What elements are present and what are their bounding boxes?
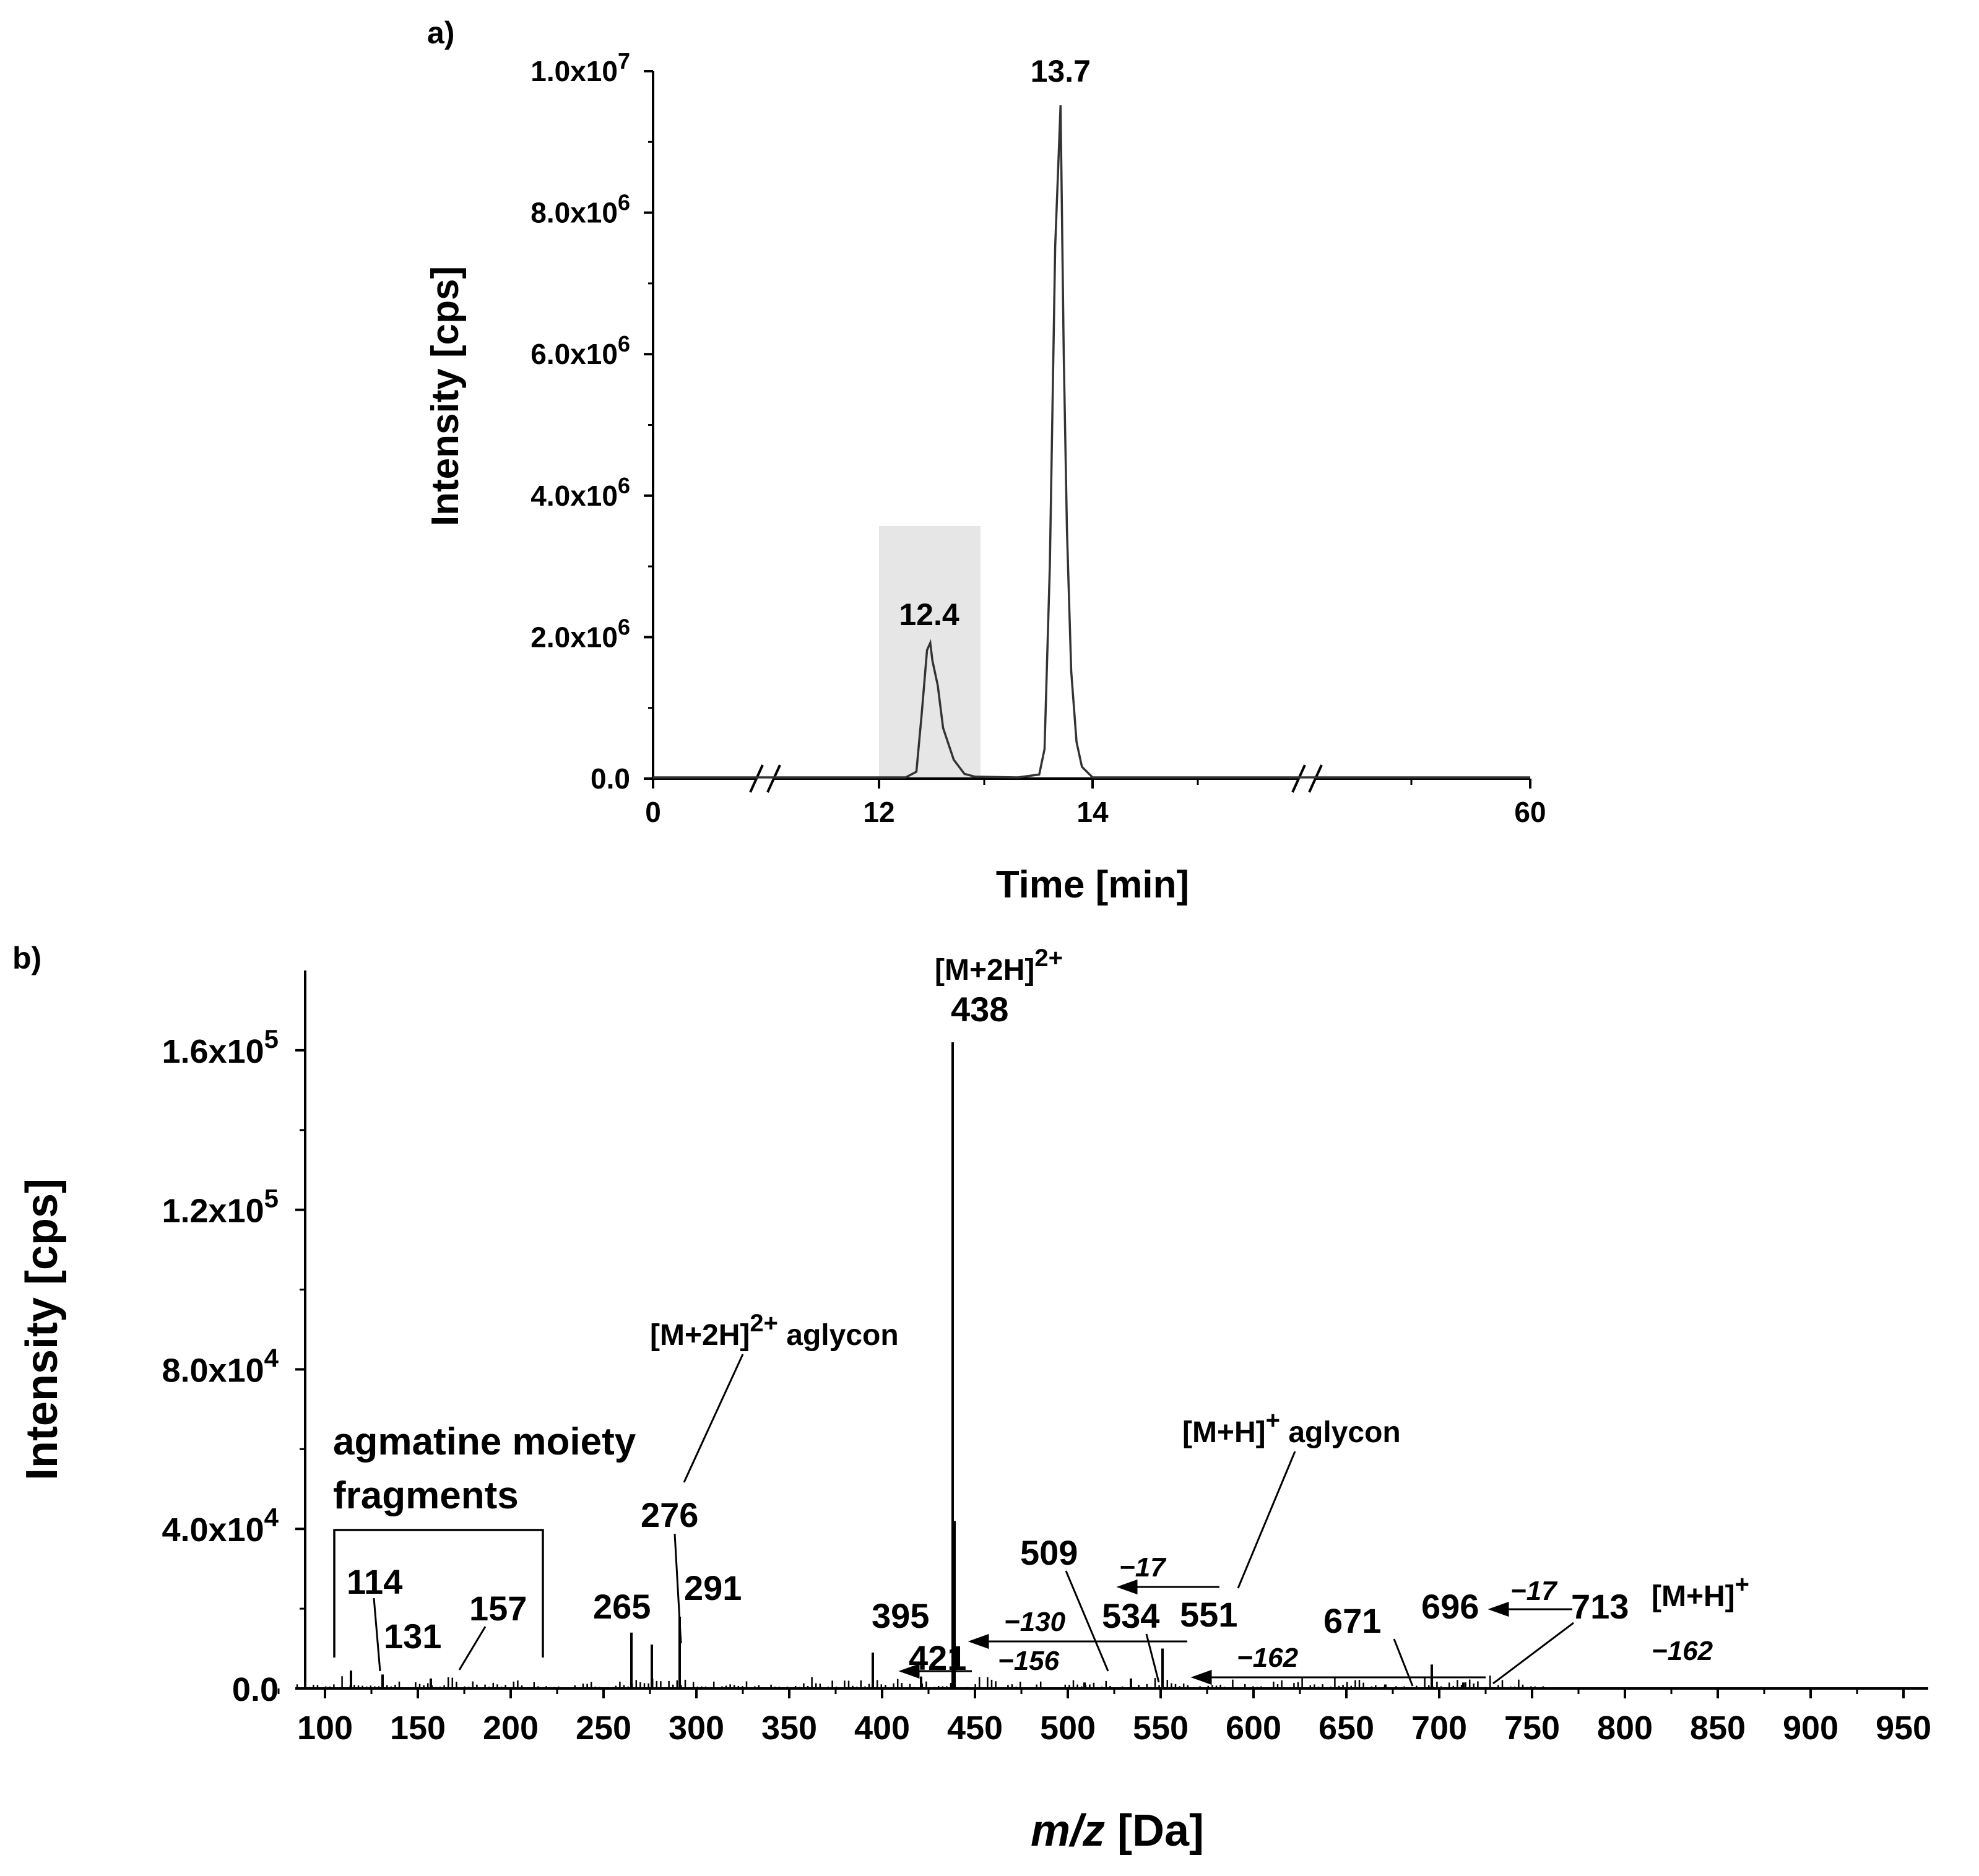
panel-a-label: a)	[427, 15, 454, 50]
axis-break-1	[749, 764, 781, 793]
a-peak-label-0: 12.4	[899, 597, 959, 632]
chromatogram-panel: a) 0.0 2.0x106 4.0x106 6.0x106 8.0x106 1.0x10…	[424, 15, 1546, 906]
b-x-tick-label-12: 700	[1411, 1710, 1467, 1747]
peak-label-438: 438	[951, 990, 1008, 1029]
a-y-tick-label-4: 8.0x106	[530, 190, 630, 229]
chromatogram-trace	[653, 105, 1530, 779]
loss-label-17a: −17	[1119, 1552, 1167, 1583]
peak-label-551: 551	[1180, 1595, 1237, 1634]
b-x-tick-label-11: 650	[1319, 1710, 1374, 1747]
panel-b-label: b)	[12, 941, 41, 975]
loss-label-130: −130	[1004, 1607, 1066, 1637]
peak-label-713: 713	[1571, 1587, 1629, 1626]
b-x-tick-label-14: 800	[1597, 1710, 1653, 1747]
a-x-tick-label-2: 14	[1076, 796, 1109, 828]
a-y-tick-label-3: 6.0x106	[530, 331, 630, 370]
peak-label-534: 534	[1102, 1596, 1159, 1635]
b-y-tick-label-4: 1.6x105	[162, 1024, 279, 1070]
a-x-tick-label-3: 60	[1514, 796, 1546, 828]
a-y-tick-label-5: 1.0x107	[530, 48, 630, 87]
peak-label-696: 696	[1421, 1587, 1479, 1626]
peak-label-157: 157	[469, 1589, 527, 1628]
mh-aglycon-label: [M+H]+ aglycon	[1182, 1407, 1401, 1449]
b-y-tick-label-0: 0.0	[232, 1671, 279, 1708]
b-x-tick-label-6: 400	[854, 1710, 910, 1747]
a-y-tick-label-0: 0.0	[591, 763, 630, 795]
dication-label: [M+2H]2+	[935, 944, 1063, 987]
b-x-tick-label-1: 150	[390, 1710, 446, 1747]
b-x-tick-label-17: 950	[1876, 1710, 1931, 1747]
b-x-tick-label-15: 850	[1690, 1710, 1746, 1747]
b-x-axis-title: m/z [Da]	[1031, 1806, 1204, 1856]
b-x-tick-label-7: 450	[947, 1710, 1003, 1747]
b-y-ticks: 0.0 4.0x104 8.0x104 1.2x105 1.6x105	[162, 1024, 305, 1708]
loss-label-156: −156	[998, 1646, 1060, 1676]
mass-spectrum-panel: b) 0.0 4.0x104 8.0x104 1.2x105 1.6x105 100 15…	[12, 941, 1931, 1856]
a-y-tick-label-2: 4.0x106	[530, 473, 630, 512]
b-x-tick-label-3: 250	[576, 1710, 631, 1747]
b-x-tick-label-13: 750	[1504, 1710, 1560, 1747]
b-x-tick-label-10: 600	[1226, 1710, 1281, 1747]
peak-label-131: 131	[384, 1617, 441, 1656]
b-x-tick-label-5: 350	[761, 1710, 817, 1747]
leader-lines	[373, 1354, 1574, 1687]
loss-label-162b: −162	[1652, 1636, 1713, 1666]
a-minor-ticks	[648, 140, 1413, 785]
a-x-tick-label-0: 0	[645, 796, 661, 828]
b-y-axis-title: Intensity [cps]	[17, 1178, 67, 1480]
a-x-ticks: 0 12 14 60	[645, 779, 1546, 828]
peak-label-265: 265	[593, 1587, 651, 1626]
a-y-axis-title: Intensity [cps]	[424, 266, 467, 526]
agmatine-label-line1: agmatine moiety	[333, 1420, 636, 1463]
dication-aglycon-label: [M+2H]2+ aglycon	[650, 1310, 899, 1352]
b-x-tick-label-8: 500	[1040, 1710, 1096, 1747]
agmatine-label-line2: fragments	[333, 1474, 519, 1517]
b-y-tick-label-1: 4.0x104	[162, 1503, 279, 1549]
a-y-ticks: 0.0 2.0x106 4.0x106 6.0x106 8.0x106 1.0x107	[530, 48, 653, 795]
b-x-tick-label-16: 900	[1783, 1710, 1838, 1747]
peak-label-291: 291	[684, 1568, 742, 1607]
b-x-tick-label-2: 200	[483, 1710, 539, 1747]
b-x-tick-label-0: 100	[297, 1710, 353, 1747]
b-y-tick-label-3: 1.2x105	[162, 1184, 279, 1230]
a-peak-label-1: 13.7	[1031, 54, 1091, 89]
b-noise-peaks	[296, 1675, 1548, 1688]
axis-break-2	[1291, 764, 1323, 793]
b-peak-labels: 114 131 157 265 276 291 395 421 438 509 …	[347, 990, 1629, 1677]
agmatine-bracket	[333, 1529, 544, 1658]
peak-label-276: 276	[641, 1495, 698, 1534]
mh-label: [M+H]+	[1652, 1571, 1749, 1613]
a-peak-labels: 12.4 13.7	[899, 54, 1091, 632]
loss-label-17b: −17	[1510, 1576, 1558, 1606]
b-x-ticks: 100 150 200 250 300 350 400 450 500 550 600 650 700 7…	[277, 1688, 1931, 1747]
a-x-tick-label-1: 12	[863, 796, 894, 828]
highlight-region	[879, 526, 981, 779]
peak-label-671: 671	[1323, 1601, 1381, 1640]
neutral-loss-arrows	[898, 1579, 1572, 1685]
b-y-tick-label-2: 8.0x104	[162, 1343, 279, 1389]
peak-label-395: 395	[872, 1596, 929, 1635]
b-x-tick-label-9: 550	[1133, 1710, 1189, 1747]
loss-label-162a: −162	[1237, 1643, 1299, 1673]
a-x-axis-title: Time [min]	[996, 863, 1189, 906]
b-x-tick-label-4: 300	[669, 1710, 724, 1747]
peak-label-509: 509	[1020, 1533, 1078, 1572]
peak-label-114: 114	[347, 1562, 402, 1601]
a-y-tick-label-1: 2.0x106	[530, 614, 630, 653]
